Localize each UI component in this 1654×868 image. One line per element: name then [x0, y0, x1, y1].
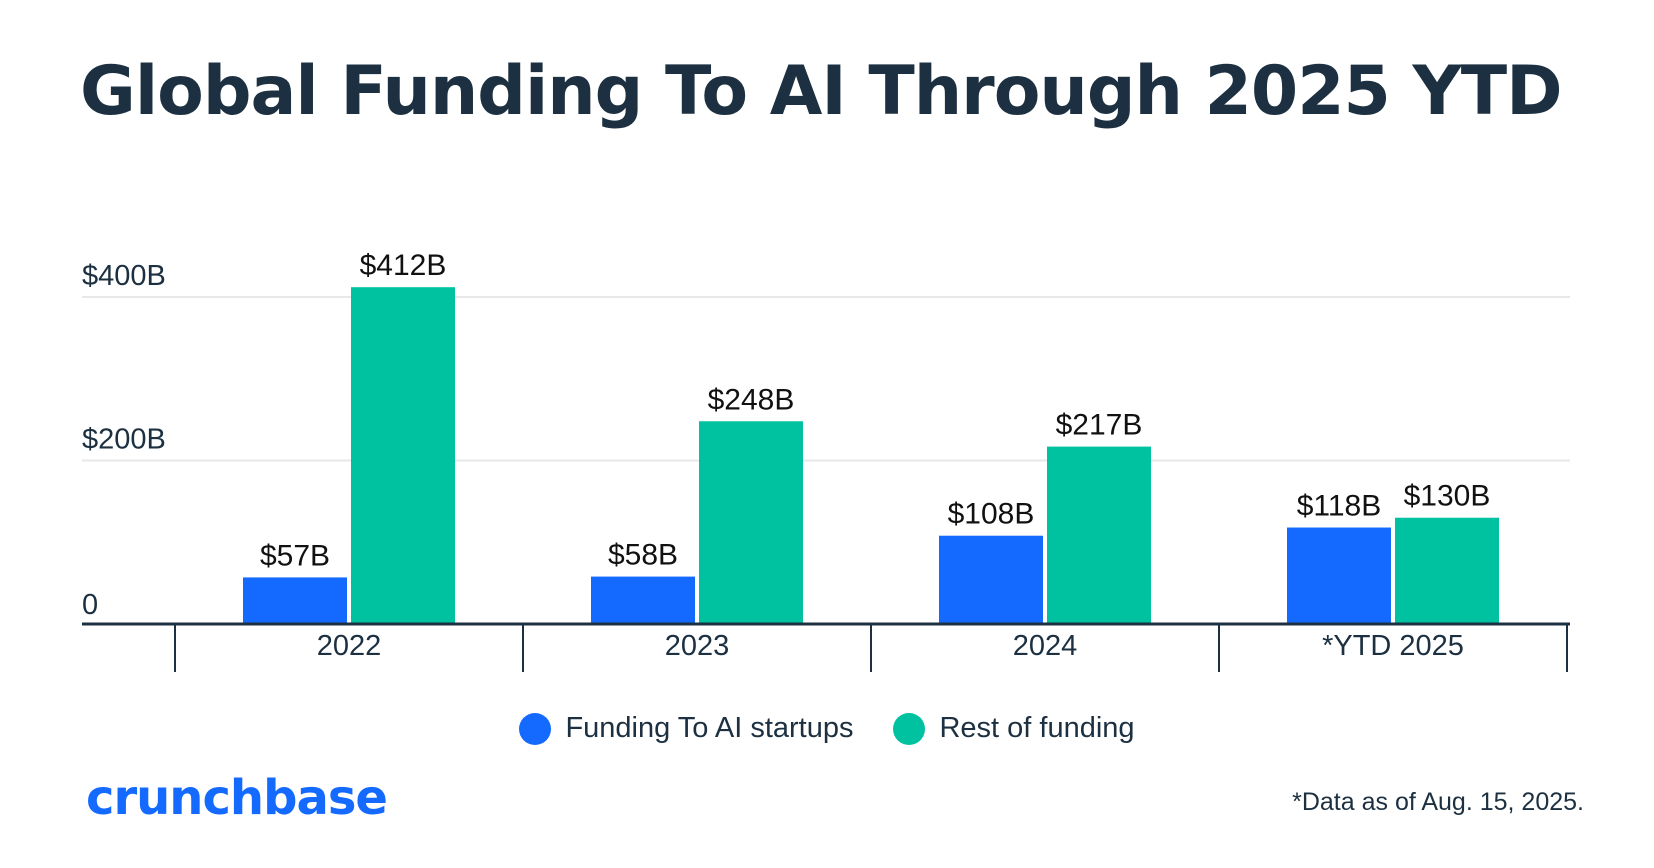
bar-rest-of-funding-2 — [1047, 446, 1151, 624]
chart-title: Global Funding To AI Through 2025 YTD — [80, 52, 1563, 131]
bar-ai-startups-2 — [939, 535, 1043, 624]
legend: Funding To AI startups Rest of funding — [0, 712, 1654, 745]
legend-swatch-rest-of-funding — [893, 712, 926, 745]
bars — [243, 287, 1499, 624]
y-tick-label: 0 — [82, 589, 98, 621]
bar-value-label: $412B — [360, 249, 447, 282]
x-tick-label: 2022 — [317, 630, 382, 662]
bar-value-label: $217B — [1056, 409, 1143, 442]
bar-value-label: $58B — [608, 539, 678, 572]
legend-label-rest-of-funding: Rest of funding — [939, 712, 1135, 744]
x-tick-label: 2024 — [1013, 630, 1078, 662]
legend-item-rest-of-funding: Rest of funding — [893, 712, 1135, 745]
y-tick-label: $200B — [82, 424, 166, 456]
bar-value-label: $248B — [708, 383, 795, 416]
bar-ai-startups-1 — [591, 576, 695, 624]
footnote: *Data as of Aug. 15, 2025. — [1292, 788, 1584, 816]
legend-swatch-ai-startups — [519, 712, 552, 745]
crunchbase-logo: crunchbase — [86, 770, 388, 826]
bar-value-label: $118B — [1297, 490, 1382, 523]
bar-value-label: $108B — [948, 498, 1035, 531]
bar-value-label: $130B — [1404, 480, 1491, 513]
x-tick-label: 2023 — [665, 630, 730, 662]
y-tick-label: $400B — [82, 260, 166, 292]
y-axis-tick-labels: 0 $200B $400B — [82, 260, 166, 621]
x-axis-tick-labels: 2022 2023 2024 *YTD 2025 — [317, 630, 1464, 662]
x-axis — [82, 622, 1570, 672]
legend-item-ai-startups: Funding To AI startups — [519, 712, 853, 745]
bar-value-label: $57B — [260, 539, 330, 572]
bar-rest-of-funding-1 — [699, 421, 803, 624]
bar-rest-of-funding-3 — [1395, 517, 1499, 624]
grid-lines — [82, 296, 1570, 462]
bar-ai-startups-0 — [243, 577, 347, 624]
bar-data-labels: $57B $412B $58B $248B $108B $217B $118B $130B — [260, 249, 1490, 572]
legend-label-ai-startups: Funding To AI startups — [565, 712, 854, 744]
bar-rest-of-funding-0 — [351, 287, 455, 624]
bar-ai-startups-3 — [1287, 527, 1391, 624]
x-tick-label: *YTD 2025 — [1322, 630, 1464, 662]
